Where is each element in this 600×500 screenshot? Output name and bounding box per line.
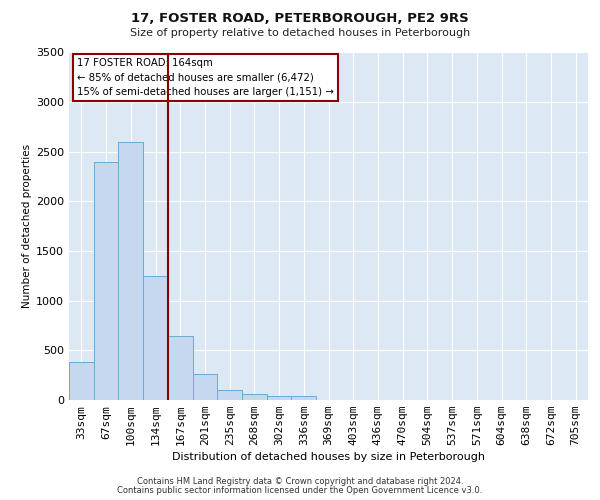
Text: 17, FOSTER ROAD, PETERBOROUGH, PE2 9RS: 17, FOSTER ROAD, PETERBOROUGH, PE2 9RS: [131, 12, 469, 26]
Bar: [217, 390, 242, 400]
Bar: [69, 362, 94, 400]
Bar: [94, 162, 118, 400]
Bar: [168, 336, 193, 400]
Text: 17 FOSTER ROAD: 164sqm
← 85% of detached houses are smaller (6,472)
15% of semi-: 17 FOSTER ROAD: 164sqm ← 85% of detached…: [77, 58, 334, 98]
Bar: [143, 276, 168, 400]
Text: Contains public sector information licensed under the Open Government Licence v3: Contains public sector information licen…: [118, 486, 482, 495]
Text: Contains HM Land Registry data © Crown copyright and database right 2024.: Contains HM Land Registry data © Crown c…: [137, 477, 463, 486]
Bar: [118, 142, 143, 400]
Text: Size of property relative to detached houses in Peterborough: Size of property relative to detached ho…: [130, 28, 470, 38]
Bar: [193, 374, 217, 400]
Bar: [292, 396, 316, 400]
Bar: [267, 396, 292, 400]
X-axis label: Distribution of detached houses by size in Peterborough: Distribution of detached houses by size …: [172, 452, 485, 462]
Bar: [242, 394, 267, 400]
Y-axis label: Number of detached properties: Number of detached properties: [22, 144, 32, 308]
